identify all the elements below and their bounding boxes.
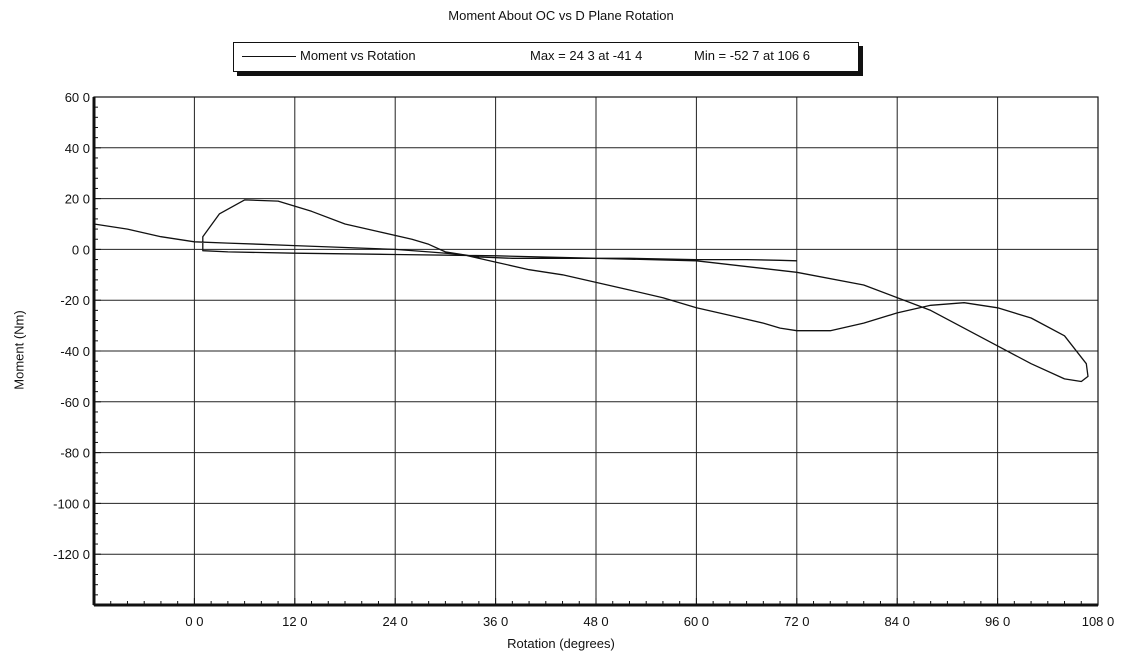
x-axis-label: Rotation (degrees): [507, 636, 615, 651]
x-tick-label: 12 0: [282, 614, 307, 629]
legend-series-name: Moment vs Rotation: [300, 48, 416, 63]
x-tick-label: 84 0: [885, 614, 910, 629]
y-tick-label: -20 0: [60, 293, 90, 308]
chart-title: Moment About OC vs D Plane Rotation: [448, 8, 674, 23]
y-tick-label: 0 0: [72, 242, 90, 257]
y-tick-label: -40 0: [60, 344, 90, 359]
y-tick-label: 20 0: [65, 192, 90, 207]
x-tick-label: 48 0: [583, 614, 608, 629]
y-tick-label: -100 0: [53, 496, 90, 511]
x-tick-label: 0 0: [185, 614, 203, 629]
legend-min-text: Min = -52 7 at 106 6: [694, 48, 810, 63]
legend-max-text: Max = 24 3 at -41 4: [530, 48, 643, 63]
series-line-0: [93, 199, 1089, 383]
y-axis-label: Moment (Nm): [11, 310, 27, 390]
x-tick-label: 36 0: [483, 614, 508, 629]
y-tick-label: -80 0: [60, 446, 90, 461]
y-tick-label: -60 0: [60, 395, 90, 410]
y-tick-label: -120 0: [53, 547, 90, 562]
x-tick-label: 72 0: [784, 614, 809, 629]
x-tick-label: 60 0: [684, 614, 709, 629]
x-tick-label: 96 0: [985, 614, 1010, 629]
chart-legend: Moment vs Rotation Max = 24 3 at -41 4 M…: [233, 42, 859, 72]
x-tick-label: 24 0: [383, 614, 408, 629]
y-tick-label: 40 0: [65, 141, 90, 156]
x-tick-label: 108 0: [1082, 614, 1115, 629]
legend-line-sample: [242, 56, 296, 57]
y-tick-label: 60 0: [65, 90, 90, 105]
